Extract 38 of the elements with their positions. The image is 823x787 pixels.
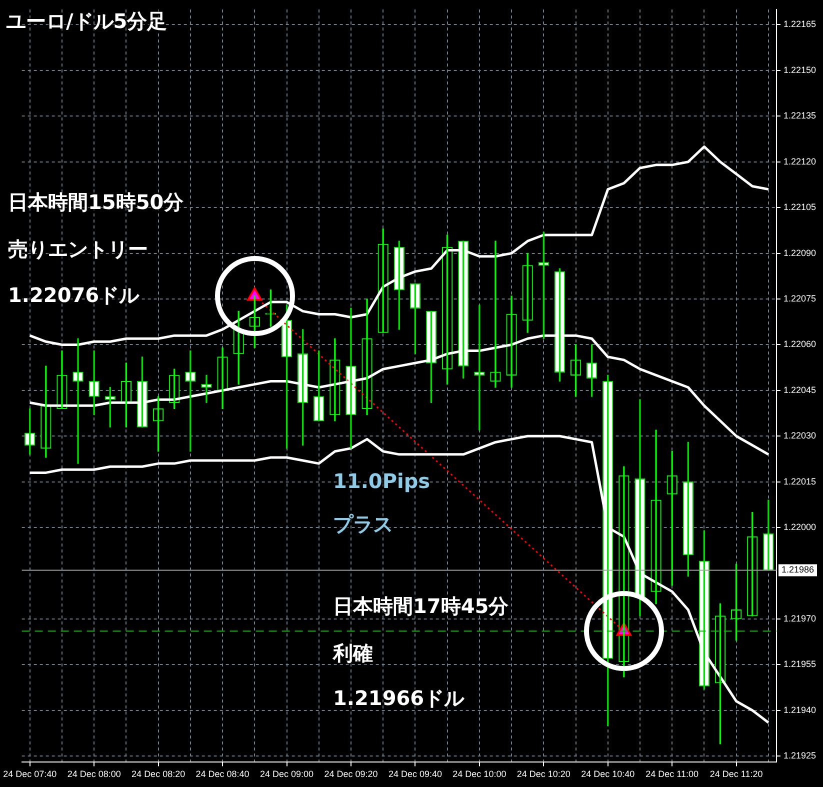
y-tick-label: 1.22045 [783,384,816,395]
y-tick-label: 1.22150 [783,64,816,75]
annotation: 利確 [333,640,373,667]
y-tick-label: 1.22090 [783,248,816,258]
y-tick-label: 1.21955 [783,659,816,670]
annotation: 日本時間15時50分 [8,189,184,216]
x-tick-label: 24 Dec 07:40 [3,769,57,780]
annotation: 売りエントリー [8,236,148,263]
y-tick-label: 1.22060 [783,339,816,350]
x-tick-label: 24 Dec 08:40 [196,769,250,780]
x-tick-label: 24 Dec 08:00 [67,769,121,780]
x-tick-label: 24 Dec 11:00 [646,769,699,780]
chart-title: ユーロ/ドル5分足 [6,8,168,35]
ref-line-label: 1.21986 [781,564,814,575]
y-tick-label: 1.22165 [783,19,816,30]
x-tick-label: 24 Dec 09:40 [388,769,442,780]
annotation: プラス [333,511,393,538]
y-tick-label: 1.22015 [783,476,816,486]
x-tick-label: 24 Dec 09:00 [260,769,314,780]
annotation: 日本時間17時45分 [333,593,509,620]
x-tick-label: 24 Dec 10:00 [452,769,506,780]
x-tick-label: 24 Dec 09:20 [324,769,378,780]
x-tick-label: 24 Dec 08:20 [132,769,186,780]
x-tick-label: 24 Dec 11:20 [710,769,763,780]
y-tick-label: 1.21925 [783,750,816,761]
y-tick-label: 1.22105 [783,202,816,212]
x-tick-label: 24 Dec 10:20 [516,769,570,780]
y-tick-label: 1.22000 [783,522,816,532]
y-tick-label: 1.22120 [783,156,816,166]
annotation: 1.21966ドル [333,685,464,712]
annotation: 11.0Pips [333,469,430,493]
y-tick-label: 1.21970 [783,613,816,624]
y-tick-label: 1.22030 [783,430,816,441]
x-tick-label: 24 Dec 10:40 [581,769,635,780]
y-tick-label: 1.22135 [783,110,816,121]
y-tick-label: 1.21940 [783,704,816,715]
y-tick-label: 1.22075 [783,293,816,304]
annotation: 1.22076ドル [8,282,140,309]
